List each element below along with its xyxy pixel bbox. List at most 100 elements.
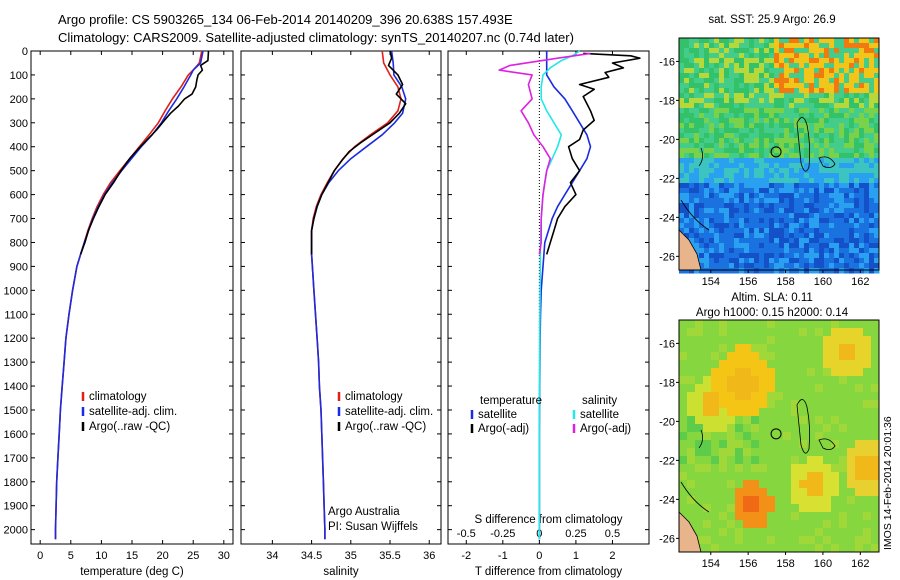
map-cell: [791, 424, 800, 433]
map-cell: [751, 352, 760, 361]
map-cell: [714, 263, 720, 269]
map-cell: [829, 183, 835, 189]
map-cell: [855, 384, 864, 393]
map-cell: [819, 43, 825, 49]
map-cell: [844, 178, 850, 184]
map-cell: [719, 408, 728, 417]
map-cell: [789, 268, 795, 274]
map-cell: [719, 328, 728, 337]
map-cell: [774, 88, 780, 94]
map-cell: [689, 73, 695, 79]
map-cell: [711, 456, 720, 465]
y-tick-label: 1600: [4, 429, 28, 441]
map-cell: [687, 536, 696, 545]
map-cell: [839, 178, 845, 184]
map-cell: [784, 253, 790, 259]
map-cell: [739, 73, 745, 79]
map-cell: [699, 193, 705, 199]
map-cell: [709, 118, 715, 124]
map-cell: [819, 193, 825, 199]
map-cell: [829, 178, 835, 184]
map-cell: [695, 344, 704, 353]
map-cell: [743, 456, 752, 465]
map-cell: [729, 168, 735, 174]
map-cell: [874, 68, 880, 74]
map-cell: [744, 138, 750, 144]
map-cell: [864, 208, 870, 214]
map-cell: [734, 188, 740, 194]
map-cell: [759, 128, 765, 134]
map-cell: [699, 228, 705, 234]
map-cell: [734, 48, 740, 54]
map-cell: [783, 456, 792, 465]
s-tick-label: -0.25: [490, 528, 515, 540]
map-cell: [789, 53, 795, 59]
map-cell: [739, 63, 745, 69]
map-cell: [754, 213, 760, 219]
map-cell: [864, 183, 870, 189]
map-cell: [711, 504, 720, 513]
map-cell: [854, 243, 860, 249]
sst-map[interactable]: 154 156 158 160 162-16-18-20-22-24-26: [659, 37, 880, 288]
plot-frame: [240, 50, 442, 545]
map-cell: [744, 83, 750, 89]
map-cell: [774, 268, 780, 274]
map-cell: [679, 243, 685, 249]
map-cell: [744, 163, 750, 169]
map-cell: [724, 173, 730, 179]
map-cell: [704, 218, 710, 224]
map-cell: [729, 163, 735, 169]
map-cell: [775, 432, 784, 441]
map-cell: [744, 93, 750, 99]
float-position-marker: [770, 428, 782, 440]
difference-panel: -2 -1 0 1 2T difference from climatology-0.5…: [447, 50, 650, 578]
map-cell: [709, 43, 715, 49]
map-cell: [754, 183, 760, 189]
map-cell: [687, 432, 696, 441]
map-cell: [814, 193, 820, 199]
map-cell: [844, 118, 850, 124]
map-cell: [855, 352, 864, 361]
map-cell: [789, 233, 795, 239]
map-cell: [814, 58, 820, 64]
map-cell: [767, 480, 776, 489]
map-cell: [804, 88, 810, 94]
map-cell: [724, 133, 730, 139]
map-cell: [847, 456, 856, 465]
map-cell: [709, 108, 715, 114]
map-cell: [871, 384, 880, 393]
map-cell: [724, 213, 730, 219]
map-cell: [799, 432, 808, 441]
map-cell: [759, 98, 765, 104]
map-cell: [789, 243, 795, 249]
map-cell: [819, 253, 825, 259]
map-cell: [794, 173, 800, 179]
map-cell: [869, 78, 875, 84]
map-cell: [871, 336, 880, 345]
map-cell: [679, 432, 688, 441]
map-cell: [794, 108, 800, 114]
map-cell: [864, 268, 870, 274]
map-cell: [799, 223, 805, 229]
map-cell: [854, 98, 860, 104]
map-cell: [789, 48, 795, 54]
sla-map[interactable]: 154 156 158 160 162-16-18-20-22-24-26: [659, 319, 880, 570]
map-cell: [799, 83, 805, 89]
map-cell: [854, 38, 860, 44]
map-cell: [784, 178, 790, 184]
map-cell: [819, 263, 825, 269]
map-cell: [729, 233, 735, 239]
map-cell: [695, 488, 704, 497]
map-cell: [689, 248, 695, 254]
map-cell: [714, 223, 720, 229]
map-cell: [874, 208, 880, 214]
map-cell: [804, 173, 810, 179]
map-cell: [819, 88, 825, 94]
map-cell: [709, 88, 715, 94]
map-cell: [729, 113, 735, 119]
map-cell: [869, 73, 875, 79]
map-cell: [739, 83, 745, 89]
map-cell: [769, 78, 775, 84]
map-cell: [719, 464, 728, 473]
map-cell: [754, 198, 760, 204]
